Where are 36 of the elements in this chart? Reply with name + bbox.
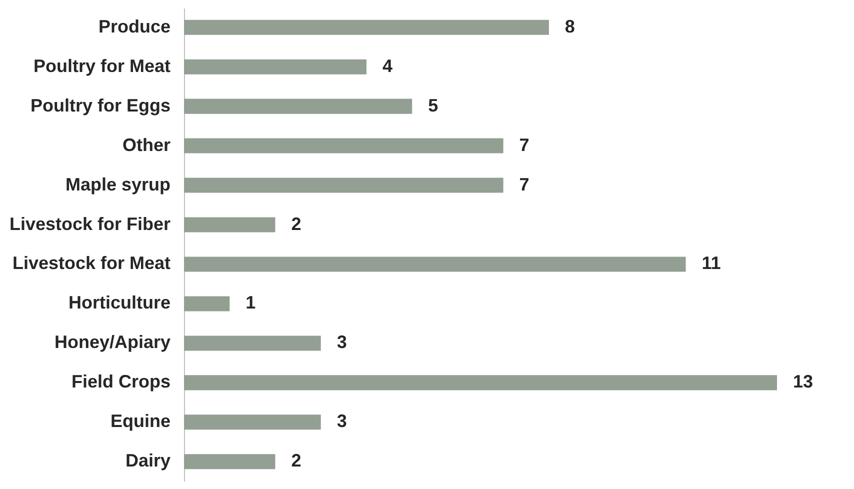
bar xyxy=(184,98,412,114)
y-tick-label: Maple syrup xyxy=(65,174,171,194)
data-label: 4 xyxy=(382,56,392,76)
data-label: 11 xyxy=(702,253,721,274)
data-label: 8 xyxy=(564,16,575,36)
y-tick-label: Field Crops xyxy=(71,372,170,392)
data-label: 13 xyxy=(793,372,814,392)
y-tick-label: Poultry for Meat xyxy=(33,56,171,76)
y-tick-label: Other xyxy=(122,134,170,155)
bar xyxy=(184,375,777,390)
bar xyxy=(184,59,366,74)
y-tick-label: Produce xyxy=(98,16,170,36)
data-label: 2 xyxy=(291,214,302,234)
data-label: 5 xyxy=(428,95,438,116)
data-label: 1 xyxy=(246,292,256,313)
data-label: 3 xyxy=(336,332,347,352)
y-tick-label: Dairy xyxy=(125,450,170,471)
bar xyxy=(184,217,276,232)
y-tick-label: Livestock for Meat xyxy=(12,253,171,274)
y-tick-label: Honey/Apiary xyxy=(54,332,170,352)
bar xyxy=(184,178,504,193)
bar xyxy=(184,138,504,154)
y-tick-label: Poultry for Eggs xyxy=(30,95,170,116)
bar xyxy=(184,454,276,470)
y-tick-label: Horticulture xyxy=(68,292,170,313)
data-label: 2 xyxy=(291,450,302,471)
y-tick-label: Equine xyxy=(110,411,170,432)
bar xyxy=(184,414,321,430)
y-tick-label: Livestock for Fiber xyxy=(9,214,170,234)
bar xyxy=(184,256,686,272)
bar xyxy=(184,336,321,351)
bar xyxy=(184,296,230,312)
data-label: 3 xyxy=(336,411,347,432)
data-label: 7 xyxy=(519,134,530,155)
data-label: 7 xyxy=(519,174,530,194)
bar xyxy=(184,20,549,35)
